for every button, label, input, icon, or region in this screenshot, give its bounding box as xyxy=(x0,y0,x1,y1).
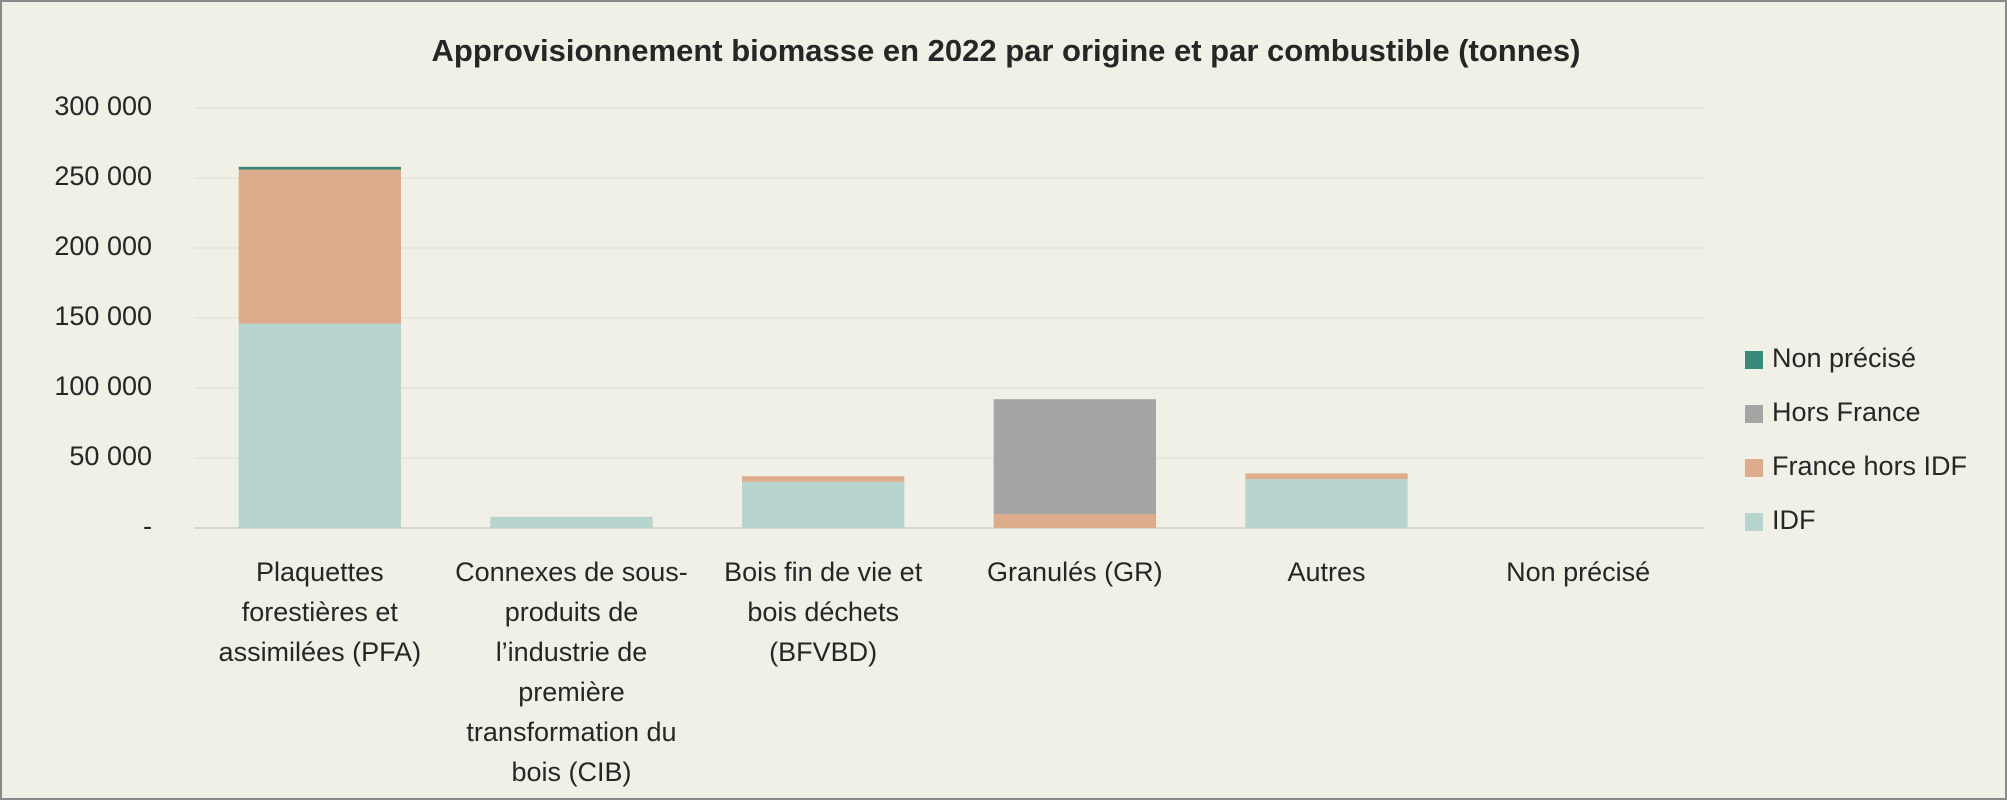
x-tick-label: Autres xyxy=(1287,557,1366,587)
legend-swatch xyxy=(1745,405,1763,423)
legend-label: Hors France xyxy=(1772,397,1921,427)
x-tick-label: Connexes de sous-produits de l’industrie… xyxy=(455,557,688,787)
y-tick-label: - xyxy=(143,511,152,541)
legend-swatch xyxy=(1745,459,1763,477)
y-tick-label: 300 000 xyxy=(54,91,152,121)
bar-segment xyxy=(238,323,401,528)
y-tick-label: 200 000 xyxy=(54,231,152,261)
bar-segment xyxy=(993,514,1156,528)
bar-segment xyxy=(742,481,905,528)
y-tick-label: 250 000 xyxy=(54,161,152,191)
x-tick-label: Plaquettes forestières et assimilées (PF… xyxy=(218,557,422,667)
bar-segment xyxy=(238,169,401,324)
x-tick-label: Bois fin de vie et bois déchets (BFVBD) xyxy=(724,557,923,667)
chart-title: Approvisionnement biomasse en 2022 par o… xyxy=(432,33,1581,68)
y-tick-label: 150 000 xyxy=(54,301,152,331)
bar-segment xyxy=(1245,479,1408,528)
legend-swatch xyxy=(1745,351,1763,369)
x-tick-label: Granulés (GR) xyxy=(987,557,1163,587)
bar-segment xyxy=(1245,473,1408,479)
y-tick-label: 50 000 xyxy=(69,441,152,471)
legend-label: Non précisé xyxy=(1772,343,1916,373)
bar-segment xyxy=(742,476,905,482)
legend-swatch xyxy=(1745,513,1763,531)
bar-segment xyxy=(490,516,653,528)
x-tick-label: Non précisé xyxy=(1506,557,1651,587)
legend-label: France hors IDF xyxy=(1772,451,1967,481)
legend-label: IDF xyxy=(1772,505,1816,535)
y-tick-label: 100 000 xyxy=(54,371,152,401)
bar-segment xyxy=(993,399,1156,514)
bar-segment xyxy=(238,166,401,170)
